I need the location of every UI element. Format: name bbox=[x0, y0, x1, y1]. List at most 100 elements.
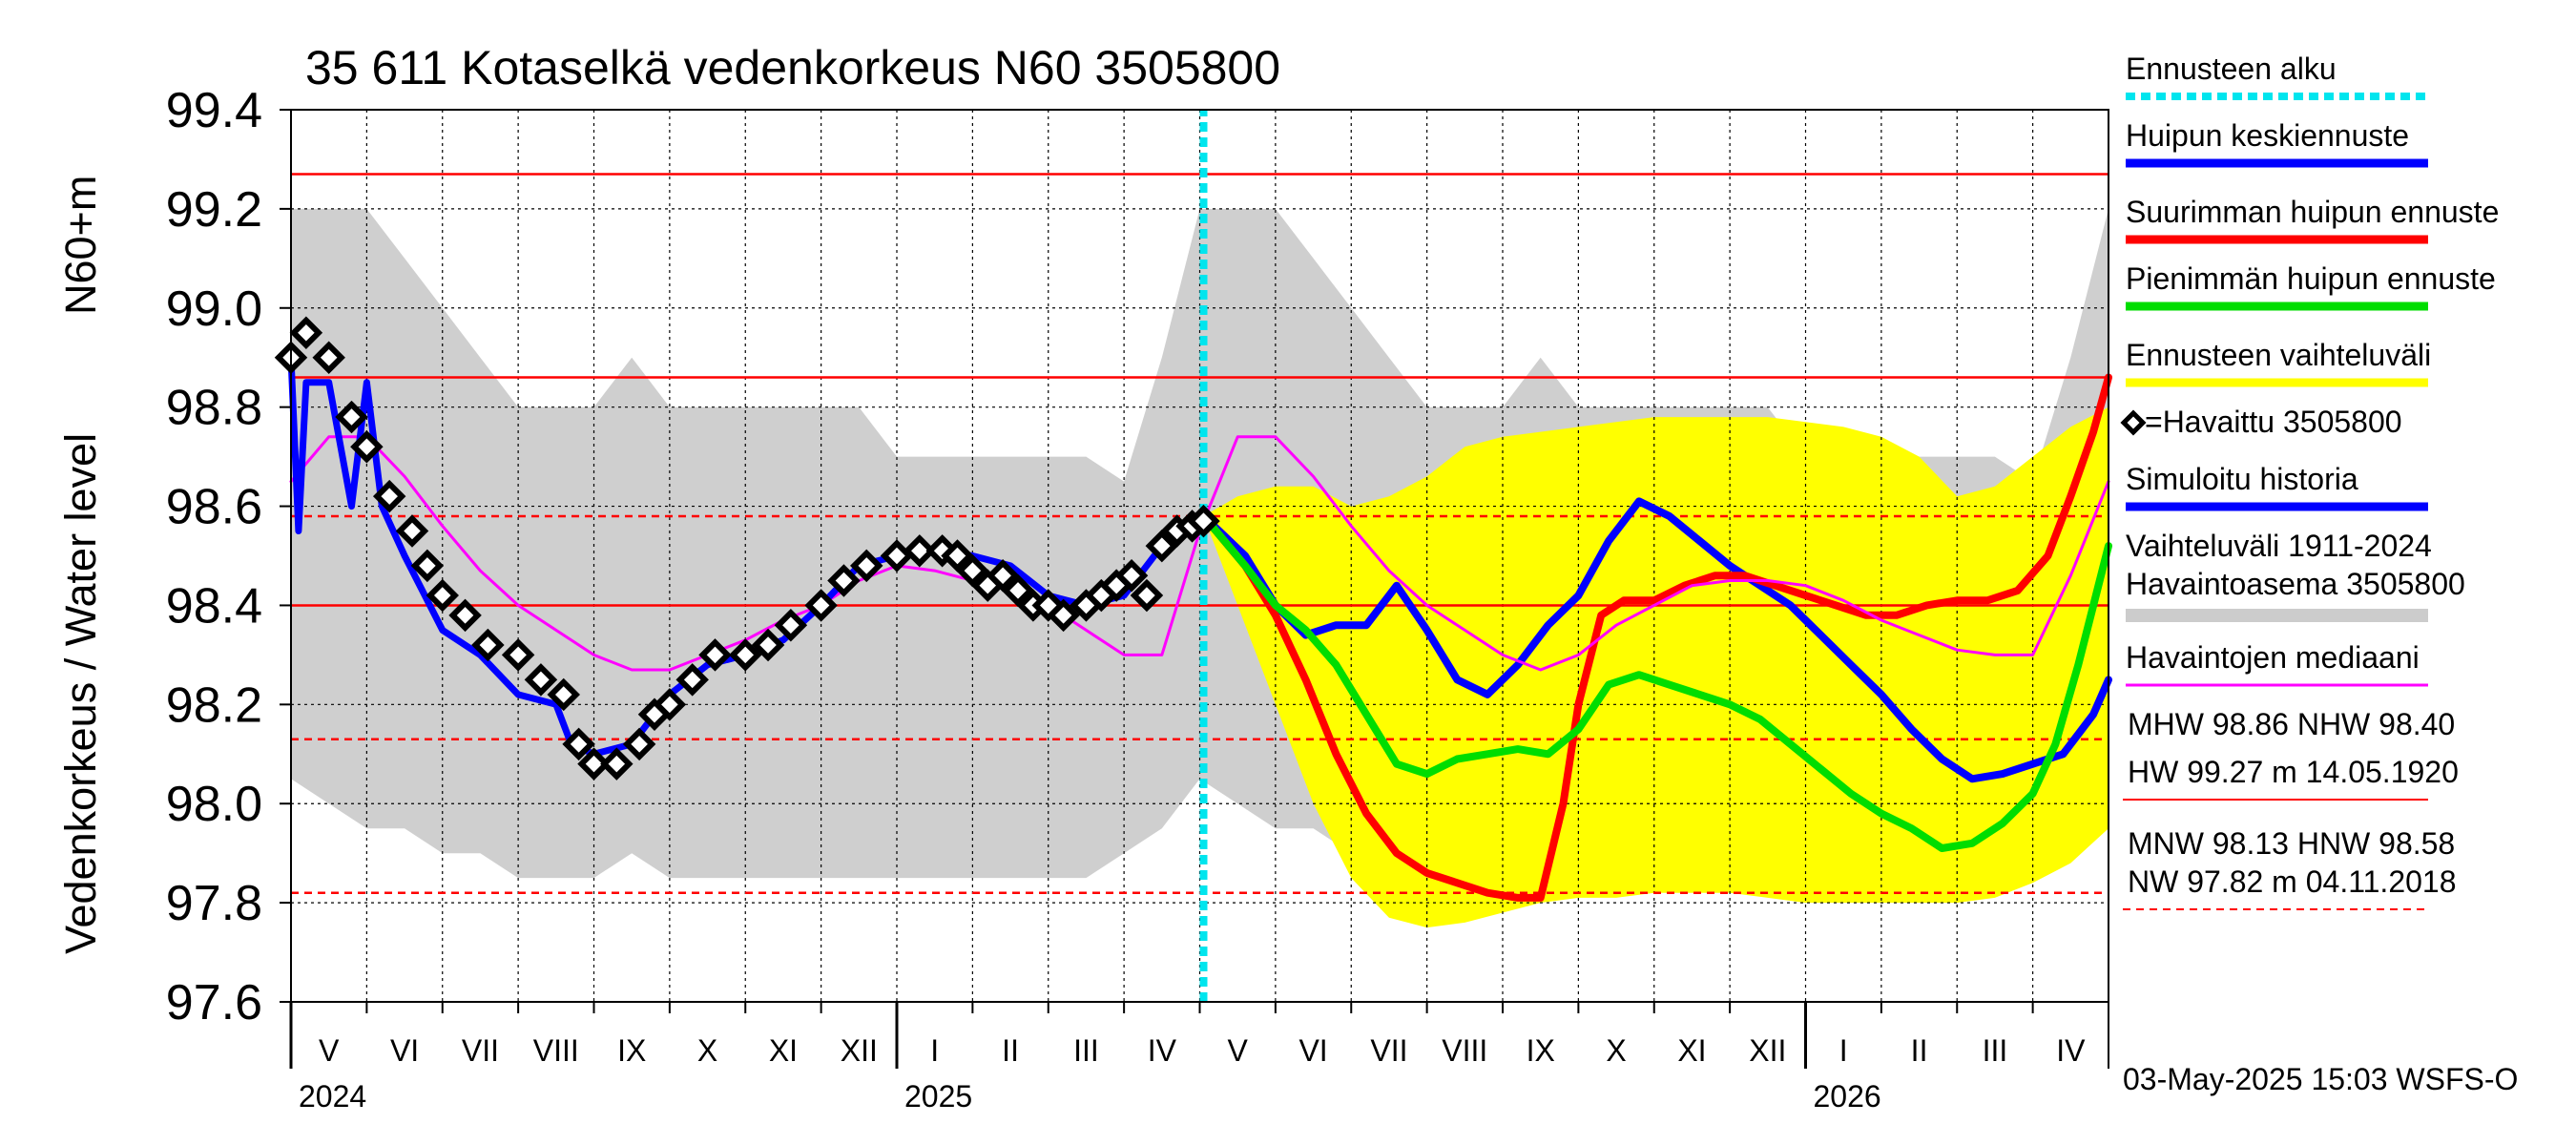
month-label: IV bbox=[1148, 1033, 1177, 1068]
y-axis-unit-label: N60+m bbox=[56, 176, 105, 315]
y-tick-label: 99.0 bbox=[166, 281, 262, 337]
observed-point bbox=[675, 663, 709, 697]
legend-label: Huipun keskiennuste bbox=[2126, 118, 2409, 153]
month-label: III bbox=[1983, 1033, 2008, 1068]
series-pienimm-n-huipun-ennuste bbox=[1199, 511, 2112, 852]
y-tick-label: 97.6 bbox=[166, 975, 262, 1030]
observed-point bbox=[804, 589, 838, 622]
observed-point bbox=[622, 727, 656, 761]
y-tick-label: 98.8 bbox=[166, 381, 262, 436]
observed-point bbox=[562, 727, 595, 761]
month-label: VIII bbox=[1442, 1033, 1487, 1068]
legend-label-secondary: Havaintoasema 3505800 bbox=[2126, 567, 2465, 601]
observed-point bbox=[729, 638, 762, 672]
month-label: II bbox=[1002, 1033, 1019, 1068]
month-label: XII bbox=[1749, 1033, 1786, 1068]
legend-label: Vaihteluväli 1911-2024 bbox=[2126, 529, 2432, 563]
y-tick-label: 98.2 bbox=[166, 677, 262, 733]
observed-point bbox=[312, 341, 345, 374]
month-label: VII bbox=[462, 1033, 499, 1068]
observed-point bbox=[1001, 573, 1035, 608]
month-label: I bbox=[1839, 1033, 1848, 1068]
month-label: III bbox=[1073, 1033, 1099, 1068]
y-tick-label: 97.8 bbox=[166, 876, 262, 931]
year-label: 2024 bbox=[299, 1079, 366, 1114]
chart-title: 35 611 Kotaselkä vedenkorkeus N60 350580… bbox=[305, 41, 1280, 94]
forecast-band-layer bbox=[1203, 406, 2109, 928]
month-label: X bbox=[697, 1033, 717, 1068]
observed-point bbox=[850, 549, 883, 583]
observed-point bbox=[1187, 504, 1220, 538]
observed-point bbox=[1114, 559, 1149, 593]
y-axis-label: Vedenkorkeus / Water level bbox=[56, 433, 105, 954]
month-label: VI bbox=[390, 1033, 419, 1068]
month-label: IX bbox=[1527, 1033, 1555, 1068]
month-label: VI bbox=[1298, 1033, 1327, 1068]
month-label: V bbox=[319, 1033, 340, 1068]
stats-line-2: HW 99.27 m 14.05.1920 bbox=[2128, 755, 2459, 789]
y-tick-label: 98.6 bbox=[166, 480, 262, 535]
observed-point bbox=[448, 598, 482, 633]
observed-point bbox=[289, 316, 323, 349]
observed-point bbox=[751, 628, 785, 662]
observed-point bbox=[577, 747, 611, 781]
year-label: 2025 bbox=[904, 1079, 972, 1114]
forecast-range-band bbox=[1203, 406, 2109, 928]
timestamp: 03-May-2025 15:03 WSFS-O bbox=[2123, 1062, 2518, 1096]
observed-point bbox=[547, 677, 580, 712]
observed-point bbox=[956, 553, 989, 588]
observed-point bbox=[426, 578, 459, 613]
month-label: XII bbox=[841, 1033, 878, 1068]
legend-label: Suurimman huipun ennuste bbox=[2126, 195, 2499, 229]
series-havaittu-3505800 bbox=[274, 316, 1220, 781]
observed-point bbox=[350, 429, 384, 464]
observed-point bbox=[600, 747, 634, 781]
observed-point bbox=[524, 663, 558, 697]
y-tick-label: 98.4 bbox=[166, 578, 262, 634]
y-tick-label: 99.4 bbox=[166, 83, 262, 138]
series-suurimman-huipun-ennuste bbox=[1199, 373, 2112, 902]
observed-point bbox=[471, 628, 505, 662]
observed-point bbox=[653, 688, 687, 721]
month-label: II bbox=[1911, 1033, 1928, 1068]
month-label: VII bbox=[1370, 1033, 1407, 1068]
month-label: XI bbox=[1677, 1033, 1706, 1068]
observed-point bbox=[986, 559, 1020, 593]
series-layer bbox=[274, 110, 2112, 1002]
grid-layer bbox=[291, 110, 2109, 1002]
y-tick-label: 98.0 bbox=[166, 777, 262, 832]
observed-point bbox=[1145, 529, 1179, 563]
observed-point bbox=[372, 479, 406, 513]
legend-label: =Havaittu 3505800 bbox=[2145, 405, 2402, 439]
month-label: VIII bbox=[533, 1033, 579, 1068]
month-label: I bbox=[930, 1033, 939, 1068]
observed-point bbox=[941, 539, 974, 572]
legend-label: Ennusteen alku bbox=[2126, 52, 2337, 86]
legend-observed-marker bbox=[2120, 409, 2147, 436]
observed-point bbox=[395, 514, 429, 548]
legend-label: Pienimmän huipun ennuste bbox=[2126, 261, 2496, 296]
month-label: X bbox=[1606, 1033, 1626, 1068]
legend-label: Havaintojen mediaani bbox=[2126, 640, 2420, 675]
observed-point bbox=[1047, 598, 1080, 633]
stats-line-4: NW 97.82 m 04.11.2018 bbox=[2128, 864, 2457, 899]
axis-labels-layer: 97.6 97.8 98.0 98.2 98.4 98.6 98.8 99.0 99.2 99.4… bbox=[166, 83, 2109, 1114]
observed-point bbox=[827, 564, 861, 597]
observed-point bbox=[903, 534, 937, 568]
stats-line-3: MNW 98.13 HNW 98.58 bbox=[2128, 826, 2455, 861]
year-label: 2026 bbox=[1814, 1079, 1881, 1114]
month-label: IX bbox=[617, 1033, 646, 1068]
legend-label: Simuloitu historia bbox=[2126, 462, 2358, 496]
observed-point bbox=[1130, 578, 1164, 613]
observed-point bbox=[501, 638, 535, 672]
y-tick-label: 99.2 bbox=[166, 182, 262, 238]
observed-point bbox=[410, 549, 445, 583]
observed-point bbox=[774, 608, 808, 642]
month-label: XI bbox=[769, 1033, 798, 1068]
stats-line-1: MHW 98.86 NHW 98.40 bbox=[2128, 707, 2455, 741]
month-label: V bbox=[1228, 1033, 1249, 1068]
legend: Ennusteen alku Huipun keskiennuste Suurimm… bbox=[2120, 52, 2499, 687]
observed-point bbox=[335, 400, 368, 434]
legend-label: Ennusteen vaihteluväli bbox=[2126, 338, 2431, 372]
